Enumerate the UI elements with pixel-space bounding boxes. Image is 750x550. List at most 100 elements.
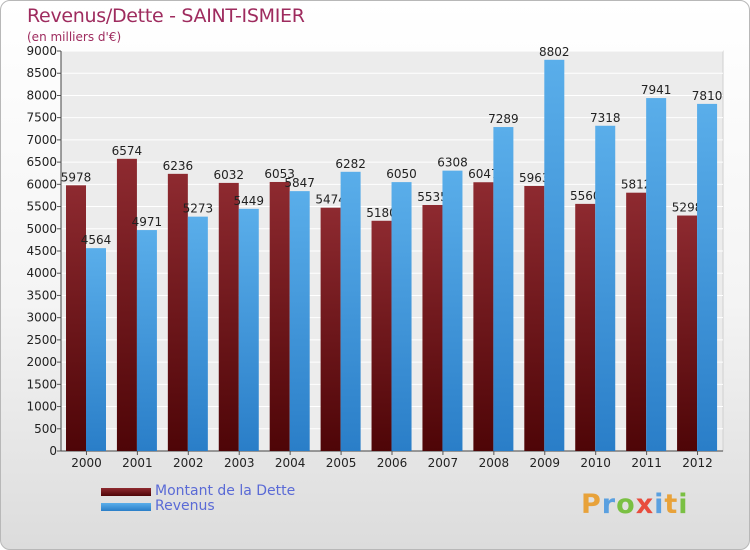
y-tick-label: 6000 [26,177,57,191]
debt-bar [218,182,239,451]
debt-value-label: 5298 [672,201,703,215]
debt-value-label: 5535 [417,190,448,204]
y-tick-label: 4000 [26,266,57,280]
y-tick-label: 0 [49,444,57,458]
revenue-value-label: 4564 [81,233,112,247]
y-tick-label: 2500 [26,333,57,347]
revenue-value-label: 7810 [692,89,723,103]
revenue-bar [238,208,259,451]
y-tick-label: 8500 [26,66,57,80]
revenue-value-label: 5273 [183,202,214,216]
revenue-bar [442,170,463,451]
debt-value-label: 5474 [315,193,346,207]
revenue-value-label: 7941 [641,83,672,97]
proxiti-logo: Proxiti [581,489,689,520]
logo-letter: x [635,489,655,520]
y-tick-label: 7000 [26,133,57,147]
y-tick-label: 2000 [26,355,57,369]
logo-letter: i [678,489,689,520]
debt-value-label: 6032 [213,168,244,182]
y-tick-label: 8000 [26,88,57,102]
x-tick-label: 2001 [122,456,153,470]
y-tick-label: 5500 [26,200,57,214]
x-tick-label: 2000 [71,456,102,470]
debt-bar [524,185,545,451]
debt-bar [320,207,341,451]
revenue-value-label: 8802 [539,45,570,59]
debt-bar [66,185,86,452]
revenue-bar [187,216,208,451]
revenue-value-label: 5847 [284,176,315,190]
x-tick-label: 2007 [428,456,459,470]
revenue-bar [289,191,310,451]
revenue-bar [136,230,157,451]
y-tick-label: 1000 [26,400,57,414]
y-tick-label: 3000 [26,311,57,325]
x-tick-label: 2011 [631,456,662,470]
revenue-value-label: 4971 [132,215,163,229]
logo-letter: P [581,489,602,520]
y-tick-label: 6500 [26,155,57,169]
revenue-value-label: 7318 [590,111,621,125]
y-tick-label: 3500 [26,288,57,302]
debt-bar [575,203,596,451]
x-tick-label: 2008 [479,456,510,470]
debt-value-label: 5978 [61,170,92,184]
x-tick-label: 2003 [224,456,255,470]
debt-bar [116,158,137,452]
debt-bar [167,173,188,451]
debt-bar [473,182,494,451]
legend-swatch-revenue [101,503,151,511]
x-tick-label: 2009 [529,456,560,470]
revenue-value-label: 7289 [488,112,519,126]
y-tick-label: 5000 [26,222,57,236]
revenue-bar [493,127,514,452]
debt-value-label: 6047 [468,167,499,181]
logo-letter: r [601,489,617,520]
chart-title: Revenus/Dette - SAINT-ISMIER [27,5,305,27]
x-tick-label: 2005 [326,456,357,470]
debt-bar [422,205,443,451]
revenue-value-label: 6308 [437,156,468,170]
legend-label-revenue: Revenus [155,498,215,514]
debt-bar [677,215,698,451]
revenue-bar [646,98,667,452]
revenue-value-label: 6050 [386,167,417,181]
x-tick-label: 2010 [580,456,611,470]
debt-value-label: 6236 [163,159,194,173]
debt-bar [371,220,392,451]
revenue-bar [544,59,565,452]
debt-value-label: 5963 [519,171,550,185]
revenue-bar [340,171,361,452]
debt-value-label: 5812 [621,178,652,192]
revenue-bar [595,125,616,451]
revenue-bar [86,248,106,451]
y-tick-label: 1500 [26,377,57,391]
x-tick-label: 2002 [173,456,204,470]
legend-label-debt: Montant de la Dette [155,483,296,499]
revenue-value-label: 6282 [335,157,366,171]
revenue-bar [697,103,718,451]
debt-value-label: 6574 [112,144,143,158]
debt-value-label: 6053 [264,167,295,181]
logo-letter: o [616,489,636,520]
debt-bar [626,192,647,451]
debt-bar [269,181,290,451]
x-tick-label: 2004 [275,456,306,470]
revenue-bar [391,182,412,451]
revenue-value-label: 5449 [233,194,264,208]
y-tick-label: 500 [34,422,57,436]
y-tick-label: 4500 [26,244,57,258]
x-tick-label: 2012 [682,456,713,470]
x-tick-label: 2006 [377,456,408,470]
legend-swatch-debt [101,488,151,496]
debt-value-label: 5560 [570,189,601,203]
debt-value-label: 5180 [366,206,397,220]
logo-letter: t [664,489,679,520]
y-tick-label: 7500 [26,111,57,125]
y-tick-label: 9000 [26,44,57,58]
logo-letter: i [654,489,665,520]
chart-subtitle: (en milliers d'€) [27,30,122,44]
